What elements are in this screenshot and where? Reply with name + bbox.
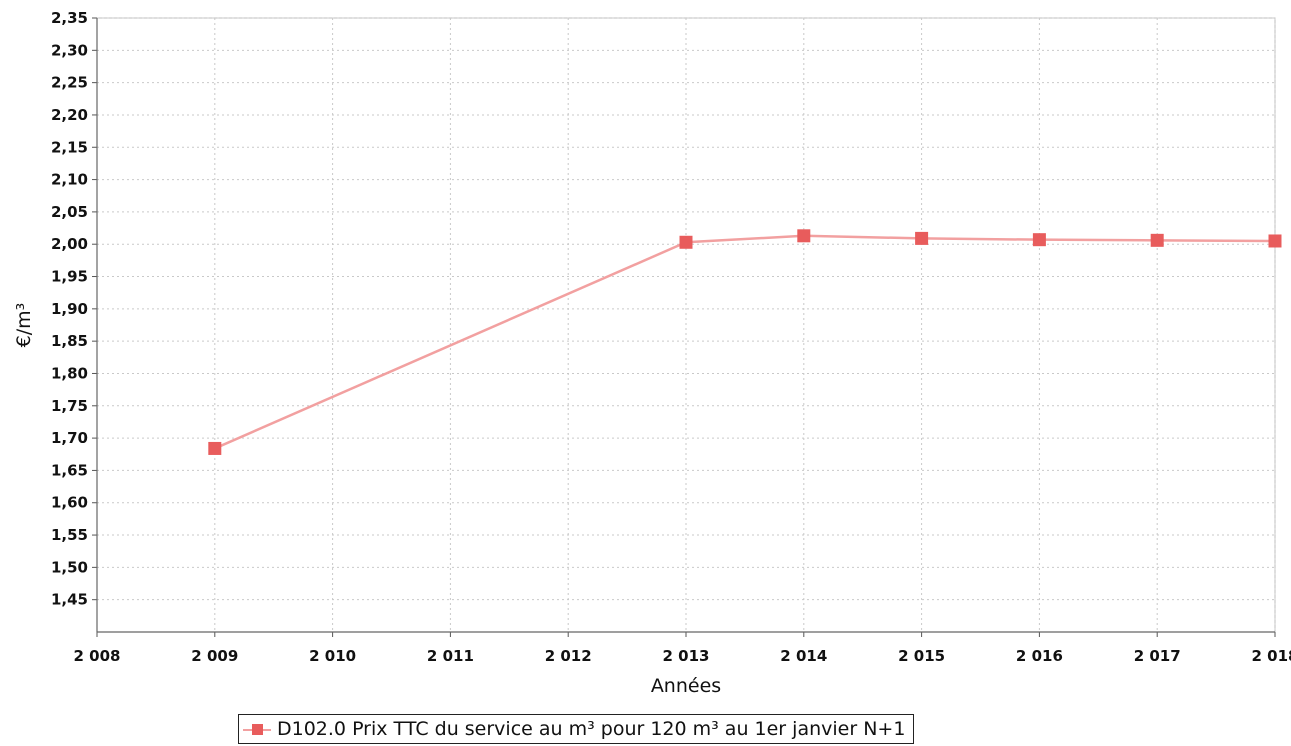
y-tick-label: 2,00: [51, 235, 88, 253]
x-tick-label: 2 016: [1016, 647, 1063, 665]
x-tick-label: 2 013: [663, 647, 710, 665]
x-tick-label: 2 010: [309, 647, 356, 665]
x-tick-labels: 2 008 2 009 2 010 2 011 2 012 2 013 2 014 2 015…: [74, 647, 1291, 665]
data-point: [797, 229, 811, 243]
y-tick-label: 1,60: [51, 494, 88, 512]
y-tick-label: 1,70: [51, 429, 88, 447]
y-tick-label: 1,45: [51, 591, 88, 609]
x-tick-label: 2 011: [427, 647, 474, 665]
data-point: [1032, 233, 1046, 247]
x-tick-label: 2 014: [780, 647, 827, 665]
data-point: [915, 231, 929, 245]
legend-label: D102.0 Prix TTC du service au m³ pour 12…: [277, 718, 906, 740]
y-tick-label: 1,75: [51, 397, 88, 415]
y-tick-label: 2,35: [51, 9, 88, 27]
y-tick-label: 1,50: [51, 558, 88, 576]
x-tick-label: 2 015: [898, 647, 945, 665]
data-point: [1150, 233, 1164, 247]
data-point: [679, 235, 693, 249]
y-tick-label: 2,20: [51, 106, 88, 124]
y-tick-label: 1,95: [51, 268, 88, 286]
x-tick-label: 2 017: [1134, 647, 1181, 665]
y-tick-label: 2,10: [51, 171, 88, 189]
y-tick-label: 1,85: [51, 332, 88, 350]
x-tick-label: 2 012: [545, 647, 592, 665]
y-tick-label: 2,30: [51, 41, 88, 59]
data-point: [1268, 234, 1282, 248]
legend-swatch-icon: [243, 719, 271, 739]
y-tick-label: 1,65: [51, 461, 88, 479]
y-tick-labels: 1,45 1,50 1,55 1,60 1,65 1,70 1,75 1,80 1,85 1,90…: [51, 9, 88, 609]
x-tick-label: 2 018: [1252, 647, 1291, 665]
y-tick-label: 1,90: [51, 300, 88, 318]
y-axis-title: €/m³: [13, 303, 35, 348]
data-point: [208, 441, 222, 455]
y-tick-label: 1,80: [51, 364, 88, 382]
y-tick-label: 1,55: [51, 526, 88, 544]
legend: D102.0 Prix TTC du service au m³ pour 12…: [238, 714, 915, 744]
x-tick-label: 2 008: [74, 647, 121, 665]
axes: [92, 17, 1276, 637]
x-tick-label: 2 009: [191, 647, 238, 665]
grid-lines: [96, 17, 1276, 633]
y-tick-label: 2,15: [51, 138, 88, 156]
x-axis-title: Années: [651, 675, 721, 697]
y-tick-label: 2,25: [51, 74, 88, 92]
y-tick-label: 2,05: [51, 203, 88, 221]
series-layer: [208, 229, 1282, 455]
